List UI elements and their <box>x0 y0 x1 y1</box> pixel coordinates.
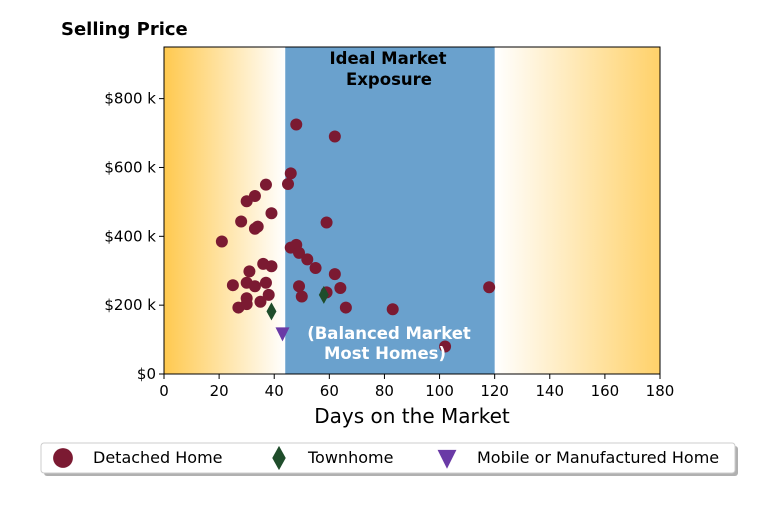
x-axis-title: Days on the Market <box>314 404 510 428</box>
bottom-annotations: (Balanced Market Most Homes) <box>307 324 471 363</box>
data-point <box>284 167 297 180</box>
data-point <box>328 268 341 281</box>
data-point <box>275 327 290 342</box>
y-axis: $0 $200 k $400 k $600 k $800 k <box>104 90 164 383</box>
data-point <box>483 281 496 294</box>
legend-marker <box>272 445 286 471</box>
plot-frame <box>163 46 661 375</box>
data-point <box>293 280 306 293</box>
x-tick-label: 100 <box>425 382 454 400</box>
data-point <box>295 290 308 303</box>
data-point <box>240 298 253 311</box>
x-tick-label: 160 <box>591 382 620 400</box>
x-axis: 0 20 40 60 80 100 120 140 160 180 <box>159 374 674 400</box>
data-point <box>290 118 303 131</box>
plot-area <box>164 47 660 374</box>
data-point <box>339 301 352 314</box>
legend-label: Mobile or Manufactured Home <box>477 448 719 467</box>
x-tick-label: 180 <box>646 382 675 400</box>
data-point <box>235 215 248 228</box>
band-title-line2: Exposure <box>346 70 432 89</box>
legend-label: Townhome <box>307 448 393 467</box>
data-point <box>334 281 347 294</box>
band-title-line1: Ideal Market <box>330 49 447 68</box>
data-point <box>262 288 275 301</box>
data-point <box>309 261 322 274</box>
legend-box <box>40 442 736 474</box>
y-tick-label: $0 <box>137 365 156 383</box>
x-tick-label: 140 <box>535 382 564 400</box>
data-point <box>259 276 272 289</box>
data-point <box>251 220 264 233</box>
data-point <box>439 340 452 353</box>
x-tick-label: 120 <box>480 382 509 400</box>
data-point <box>320 216 333 229</box>
band-note-line1: (Balanced Market <box>307 324 471 343</box>
legend: Detached Home Townhome Mobile or Manufactu… <box>40 442 738 476</box>
gradient-right-zone <box>494 47 660 374</box>
band-note-line2: Most Homes) <box>324 344 446 363</box>
annotations: Ideal Market Exposure <box>330 49 447 89</box>
gradient-left-zone <box>164 47 286 374</box>
data-point <box>265 260 278 273</box>
data-points <box>215 118 496 353</box>
data-point <box>226 279 239 292</box>
x-tick-label: 40 <box>265 382 284 400</box>
y-axis-title: Selling Price <box>61 19 188 40</box>
data-point <box>266 302 277 321</box>
data-point <box>259 178 272 191</box>
legend-label: Detached Home <box>93 448 223 467</box>
data-point <box>318 285 329 304</box>
y-tick-label: $400 k <box>104 227 156 245</box>
x-tick-label: 80 <box>375 382 394 400</box>
x-tick-label: 0 <box>159 382 169 400</box>
x-tick-label: 60 <box>320 382 339 400</box>
y-tick-label: $600 k <box>104 158 156 176</box>
legend-marker <box>437 449 457 469</box>
legend-marker <box>53 448 73 468</box>
data-point <box>243 265 256 278</box>
data-point <box>215 235 228 248</box>
data-point <box>328 130 341 143</box>
data-point <box>386 303 399 316</box>
data-point <box>248 280 261 293</box>
data-point <box>265 207 278 220</box>
y-tick-label: $200 k <box>104 296 156 314</box>
data-point <box>293 246 306 259</box>
data-point <box>301 253 314 266</box>
x-tick-label: 20 <box>210 382 229 400</box>
data-point <box>282 177 294 190</box>
data-point <box>254 295 267 308</box>
y-tick-label: $800 k <box>104 90 156 108</box>
data-point <box>248 190 261 203</box>
ideal-exposure-band <box>285 47 495 374</box>
